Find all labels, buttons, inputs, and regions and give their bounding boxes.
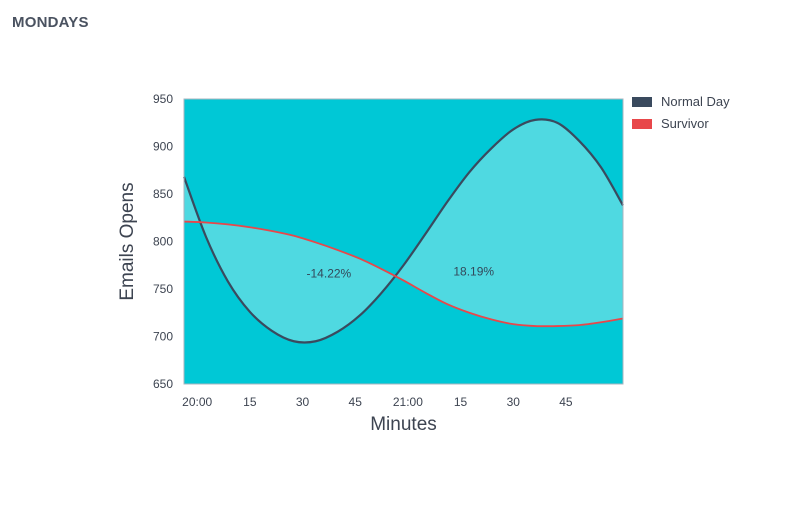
- x-tick-label: 15: [454, 395, 468, 409]
- y-axis-title: Emails Opens: [117, 182, 138, 300]
- y-tick-label: 700: [153, 330, 173, 344]
- series-line-normal-day: [182, 118, 624, 344]
- fill-between-area: [184, 119, 623, 343]
- page-title: MONDAYS: [12, 14, 89, 31]
- legend-swatch: [632, 97, 652, 107]
- x-tick-label: 15: [243, 395, 257, 409]
- y-tick-label: 650: [153, 377, 173, 391]
- x-tick-label: 30: [507, 395, 521, 409]
- y-tick-label: 800: [153, 235, 173, 249]
- y-tick-label: 900: [153, 140, 173, 154]
- y-tick-label: 750: [153, 282, 173, 296]
- x-tick-label: 30: [296, 395, 310, 409]
- y-tick-label: 850: [153, 187, 173, 201]
- x-tick-label: 21:00: [393, 395, 423, 409]
- annotation-label: 18.19%: [453, 265, 494, 279]
- x-axis-title: Minutes: [370, 414, 437, 435]
- legend-label: Survivor: [661, 116, 709, 131]
- legend-label: Normal Day: [661, 94, 730, 109]
- plot-border: [183, 98, 624, 385]
- x-tick-label: 45: [559, 395, 573, 409]
- annotation-label: -14.22%: [307, 267, 352, 281]
- y-tick-label: 950: [153, 92, 173, 106]
- x-tick-label: 45: [349, 395, 363, 409]
- series-line-survivor: [183, 220, 624, 328]
- x-tick-label: 20:00: [182, 395, 212, 409]
- legend: Normal Day Survivor: [632, 94, 730, 131]
- legend-swatch: [632, 119, 652, 129]
